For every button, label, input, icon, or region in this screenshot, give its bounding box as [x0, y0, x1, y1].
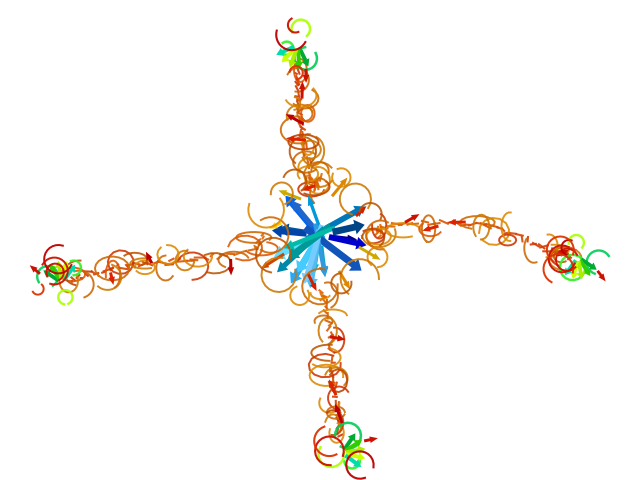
- Polygon shape: [294, 49, 303, 69]
- Polygon shape: [338, 270, 350, 289]
- Polygon shape: [285, 114, 304, 125]
- Polygon shape: [288, 224, 332, 258]
- Polygon shape: [313, 223, 328, 276]
- Polygon shape: [274, 234, 316, 260]
- Polygon shape: [292, 203, 325, 239]
- Polygon shape: [346, 446, 365, 455]
- Polygon shape: [269, 222, 282, 228]
- Polygon shape: [50, 264, 61, 281]
- Polygon shape: [278, 224, 305, 236]
- Polygon shape: [286, 136, 306, 142]
- Polygon shape: [557, 250, 569, 256]
- Polygon shape: [330, 335, 346, 341]
- Polygon shape: [278, 190, 301, 201]
- Polygon shape: [344, 440, 362, 452]
- Polygon shape: [228, 259, 234, 276]
- Polygon shape: [355, 206, 367, 217]
- Polygon shape: [284, 226, 336, 249]
- Polygon shape: [328, 234, 367, 250]
- Polygon shape: [303, 69, 309, 83]
- Polygon shape: [305, 229, 322, 288]
- Polygon shape: [329, 379, 337, 396]
- Polygon shape: [290, 246, 315, 284]
- Polygon shape: [301, 184, 316, 191]
- Polygon shape: [570, 261, 579, 279]
- Polygon shape: [303, 225, 362, 271]
- Polygon shape: [596, 270, 605, 281]
- Polygon shape: [448, 219, 466, 226]
- Polygon shape: [276, 45, 295, 56]
- Polygon shape: [358, 246, 381, 260]
- Polygon shape: [61, 261, 70, 279]
- Polygon shape: [364, 436, 378, 443]
- Polygon shape: [330, 235, 357, 242]
- Polygon shape: [292, 201, 315, 228]
- Polygon shape: [282, 47, 296, 62]
- Polygon shape: [346, 452, 365, 461]
- Polygon shape: [277, 226, 326, 272]
- Polygon shape: [319, 245, 328, 277]
- Polygon shape: [63, 264, 76, 281]
- Polygon shape: [422, 225, 439, 232]
- Polygon shape: [299, 81, 305, 98]
- Polygon shape: [342, 433, 355, 451]
- Polygon shape: [146, 252, 153, 264]
- Polygon shape: [272, 225, 307, 238]
- Polygon shape: [332, 220, 365, 236]
- Polygon shape: [29, 265, 41, 275]
- Polygon shape: [306, 206, 365, 241]
- Polygon shape: [331, 178, 348, 197]
- Polygon shape: [577, 261, 585, 279]
- Polygon shape: [579, 259, 590, 276]
- Polygon shape: [55, 261, 63, 279]
- Polygon shape: [108, 272, 115, 285]
- Polygon shape: [307, 273, 317, 291]
- Polygon shape: [404, 214, 419, 224]
- Polygon shape: [44, 270, 60, 282]
- Polygon shape: [288, 48, 298, 67]
- Polygon shape: [344, 454, 362, 467]
- Polygon shape: [301, 224, 324, 284]
- Polygon shape: [580, 258, 596, 270]
- Polygon shape: [261, 252, 285, 269]
- Polygon shape: [298, 48, 309, 66]
- Polygon shape: [308, 195, 326, 243]
- Polygon shape: [285, 196, 327, 244]
- Polygon shape: [296, 241, 319, 272]
- Polygon shape: [564, 259, 577, 276]
- Polygon shape: [312, 240, 321, 274]
- Polygon shape: [335, 404, 344, 424]
